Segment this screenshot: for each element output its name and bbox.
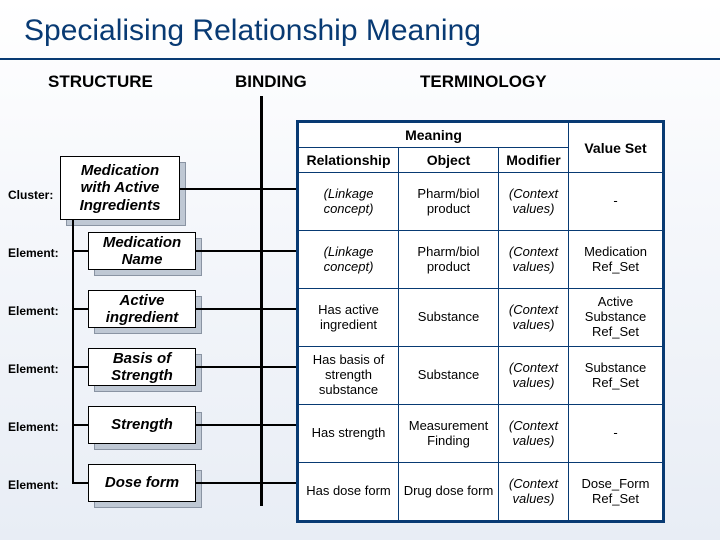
box-element-1: Medication Name (88, 232, 196, 270)
table-row: Has strength Measurement Finding (Contex… (299, 405, 663, 463)
header-structure: STRUCTURE (48, 72, 153, 92)
th-object: Object (399, 148, 499, 173)
cell-value-set: - (569, 405, 663, 463)
cell-relationship: (Linkage concept) (299, 173, 399, 231)
cell-object: Measurement Finding (399, 405, 499, 463)
cell-relationship: Has basis of strength substance (299, 347, 399, 405)
binding-arm-left-4 (196, 366, 260, 368)
table-row: Has active ingredient Substance (Context… (299, 289, 663, 347)
cell-modifier: (Context values) (499, 405, 569, 463)
cell-object: Drug dose form (399, 463, 499, 521)
cell-modifier: (Context values) (499, 289, 569, 347)
header-terminology: TERMINOLOGY (420, 72, 547, 92)
label-element-5: Element: (8, 478, 59, 492)
binding-vline (260, 96, 263, 506)
binding-arm-right-3 (260, 308, 296, 310)
binding-arm-right-1 (260, 188, 296, 190)
terminology-table-wrap: Meaning Value Set Relationship Object Mo… (296, 120, 665, 523)
cell-object: Pharm/biol product (399, 173, 499, 231)
binding-arm-right-4 (260, 366, 296, 368)
cell-modifier: (Context values) (499, 347, 569, 405)
th-meaning: Meaning (299, 123, 569, 148)
box-element-4: Strength (88, 406, 196, 444)
label-element-2: Element: (8, 304, 59, 318)
cell-modifier: (Context values) (499, 463, 569, 521)
table-row: Has basis of strength substance Substanc… (299, 347, 663, 405)
table-row: (Linkage concept) Pharm/biol product (Co… (299, 231, 663, 289)
label-element-1: Element: (8, 246, 59, 260)
cell-relationship: Has dose form (299, 463, 399, 521)
cell-value-set: Active Substance Ref_Set (569, 289, 663, 347)
binding-arm-right-6 (260, 482, 296, 484)
cell-modifier: (Context values) (499, 173, 569, 231)
box-element-2: Active ingredient (88, 290, 196, 328)
page-title: Specialising Relationship Meaning (0, 0, 720, 48)
cell-value-set: - (569, 173, 663, 231)
th-relationship: Relationship (299, 148, 399, 173)
table-row: Has dose form Drug dose form (Context va… (299, 463, 663, 521)
box-cluster: Medication with Active Ingredients (60, 156, 180, 220)
box-element-5: Dose form (88, 464, 196, 502)
cell-relationship: Has strength (299, 405, 399, 463)
binding-arm-left-3 (196, 308, 260, 310)
binding-arm-right-5 (260, 424, 296, 426)
structure-tree-h5 (72, 482, 88, 484)
cell-value-set: Substance Ref_Set (569, 347, 663, 405)
binding-arm-right-2 (260, 250, 296, 252)
structure-tree-h3 (72, 366, 88, 368)
label-element-4: Element: (8, 420, 59, 434)
label-element-3: Element: (8, 362, 59, 376)
cell-value-set: Medication Ref_Set (569, 231, 663, 289)
box-element-3: Basis of Strength (88, 348, 196, 386)
cell-object: Pharm/biol product (399, 231, 499, 289)
binding-arm-left-5 (196, 424, 260, 426)
cell-object: Substance (399, 347, 499, 405)
structure-tree-h1 (72, 250, 88, 252)
structure-tree-h4 (72, 424, 88, 426)
binding-arm-left-2 (196, 250, 260, 252)
terminology-table: Meaning Value Set Relationship Object Mo… (298, 122, 663, 521)
th-value-set: Value Set (569, 123, 663, 173)
cell-value-set: Dose_Form Ref_Set (569, 463, 663, 521)
binding-arm-left-6 (196, 482, 260, 484)
structure-tree-vline (72, 220, 74, 484)
label-cluster: Cluster: (8, 188, 53, 202)
cell-relationship: (Linkage concept) (299, 231, 399, 289)
binding-arm-left-1 (180, 188, 260, 190)
structure-tree-h2 (72, 308, 88, 310)
th-modifier: Modifier (499, 148, 569, 173)
title-rule (0, 58, 720, 60)
header-binding: BINDING (235, 72, 307, 92)
cell-relationship: Has active ingredient (299, 289, 399, 347)
table-row: (Linkage concept) Pharm/biol product (Co… (299, 173, 663, 231)
cell-object: Substance (399, 289, 499, 347)
cell-modifier: (Context values) (499, 231, 569, 289)
